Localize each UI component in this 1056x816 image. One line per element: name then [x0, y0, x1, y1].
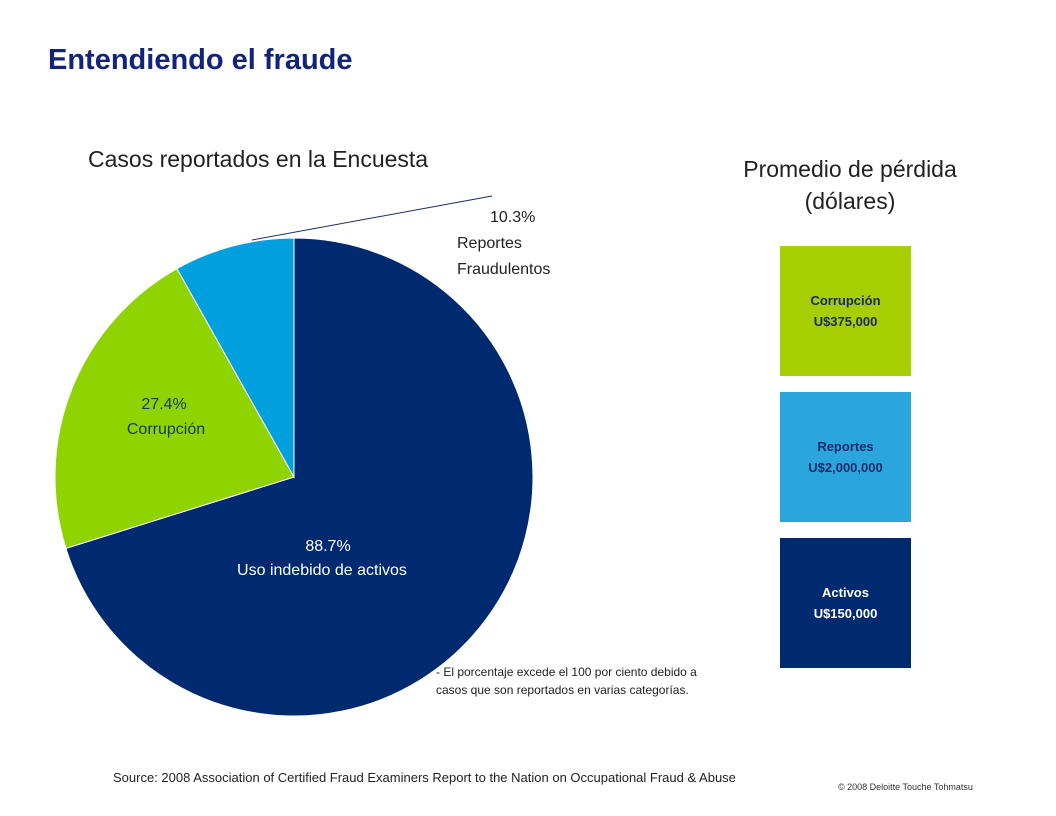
callout-reportes-pct: 10.3% [490, 209, 535, 226]
page-title: Entendiendo el fraude [48, 44, 353, 76]
callout-reportes-name-2: Fraudulentos [457, 261, 550, 278]
loss-box-amount: U$2,000,000 [808, 460, 883, 475]
loss-box-amount: U$375,000 [813, 314, 878, 329]
loss-box-corrupcion: Corrupción U$375,000 [780, 246, 911, 376]
source-citation: Source: 2008 Association of Certified Fr… [113, 770, 736, 785]
callout-line [251, 195, 493, 241]
callout-reportes-name-1: Reportes [457, 235, 522, 252]
slice-label-corrupcion-name: Corrupción [127, 421, 205, 438]
footnote: - El porcentaje excede el 100 por ciento… [436, 663, 697, 699]
footnote-line2: casos que son reportados en varias categ… [436, 683, 689, 697]
copyright: © 2008 Deloitte Touche Tohmatsu [838, 782, 973, 792]
footnote-line1: - El porcentaje excede el 100 por ciento… [436, 665, 697, 679]
loss-box-activos: Activos U$150,000 [780, 538, 911, 668]
loss-box-reportes: Reportes U$2,000,000 [780, 392, 911, 522]
loss-box-name: Reportes [817, 439, 874, 454]
pie-slice-corrupcion [54, 267, 295, 549]
slice-label-corrupcion-pct: 27.4% [141, 396, 186, 413]
loss-box-amount: U$150,000 [813, 606, 878, 621]
loss-box-name: Corrupción [810, 293, 881, 308]
slice-label-activos-pct: 88.7% [305, 538, 350, 555]
slice-label-activos-name: Uso indebido de activos [237, 562, 407, 579]
loss-chart-title: Promedio de pérdida (dólares) [700, 153, 1000, 217]
loss-title-line1: Promedio de pérdida [743, 156, 957, 182]
pie-slice-reportes [176, 237, 295, 479]
pie-slice-activos [65, 237, 534, 717]
loss-box-name: Activos [822, 585, 869, 600]
pie-chart-title: Casos reportados en la Encuesta [88, 146, 429, 172]
loss-title-line2: (dólares) [804, 188, 896, 214]
